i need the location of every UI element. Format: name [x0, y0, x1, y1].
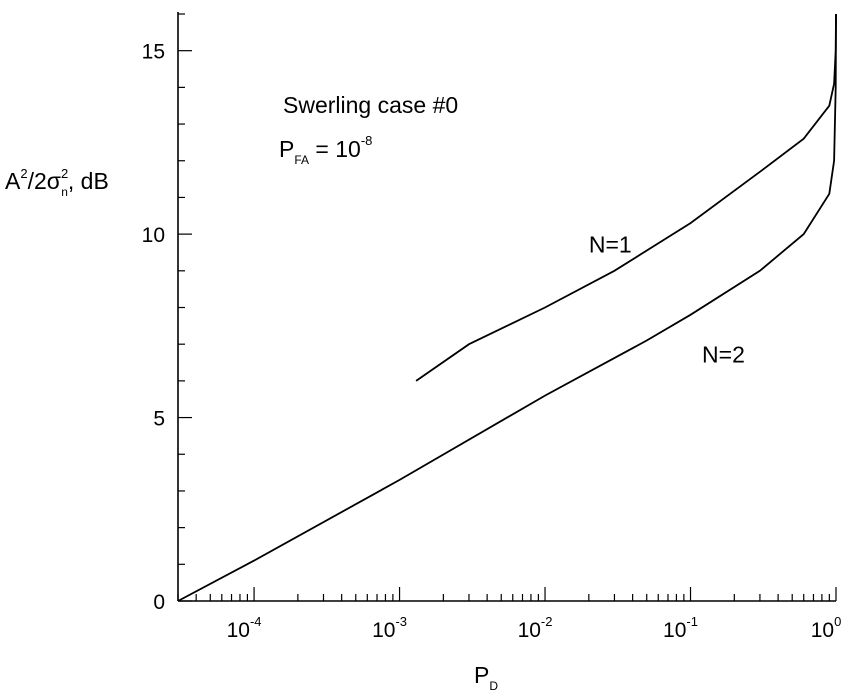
tick-group — [177, 13, 837, 602]
ylabel-tail: , dB — [68, 168, 109, 194]
annotation-case: Swerling case #0 — [283, 92, 458, 118]
y-tick-label: 0 — [153, 591, 165, 614]
series-label-2: N=2 — [702, 342, 745, 368]
series-label-1: N=1 — [589, 231, 632, 257]
series-line-2 — [177, 13, 837, 602]
annotation-pfa: PFA = 10-8 — [279, 133, 372, 167]
ylabel-sigma-sub: n — [61, 185, 68, 199]
x-tick-label: 10-1 — [663, 614, 698, 642]
y-tick-labels: 0 5 10 15 — [142, 41, 165, 614]
pfa-exp: -8 — [361, 133, 373, 148]
ylabel-mid: /2σ — [28, 168, 61, 194]
x-axis-label: PD — [474, 662, 498, 693]
series-group — [177, 13, 837, 602]
y-axis-label: A2/2σ2 n, dB — [5, 166, 109, 199]
x-tick-label: 10-4 — [227, 614, 262, 642]
pfa-main: P — [279, 136, 294, 162]
xlabel-sub: D — [489, 679, 498, 693]
y-tick-label: 10 — [142, 224, 165, 247]
x-tick-label: 100 — [811, 614, 842, 642]
ylabel-sigma-sup: 2 — [61, 166, 68, 181]
x-tick-labels: 10-4 10-3 10-2 10-1 100 — [227, 614, 842, 642]
pfa-eq: = 10 — [309, 136, 361, 162]
y-tick-label: 5 — [153, 408, 165, 431]
x-tick-label: 10-2 — [518, 614, 553, 642]
pfa-sub: FA — [294, 153, 309, 167]
series-line-1 — [415, 13, 837, 382]
xlabel-main: P — [474, 662, 489, 688]
ylabel-a: A — [5, 168, 21, 194]
y-tick-label: 15 — [142, 41, 165, 64]
ylabel-a-sup: 2 — [20, 166, 27, 181]
series-labels: N=1 N=2 — [589, 231, 745, 367]
x-tick-label: 10-3 — [372, 614, 407, 642]
